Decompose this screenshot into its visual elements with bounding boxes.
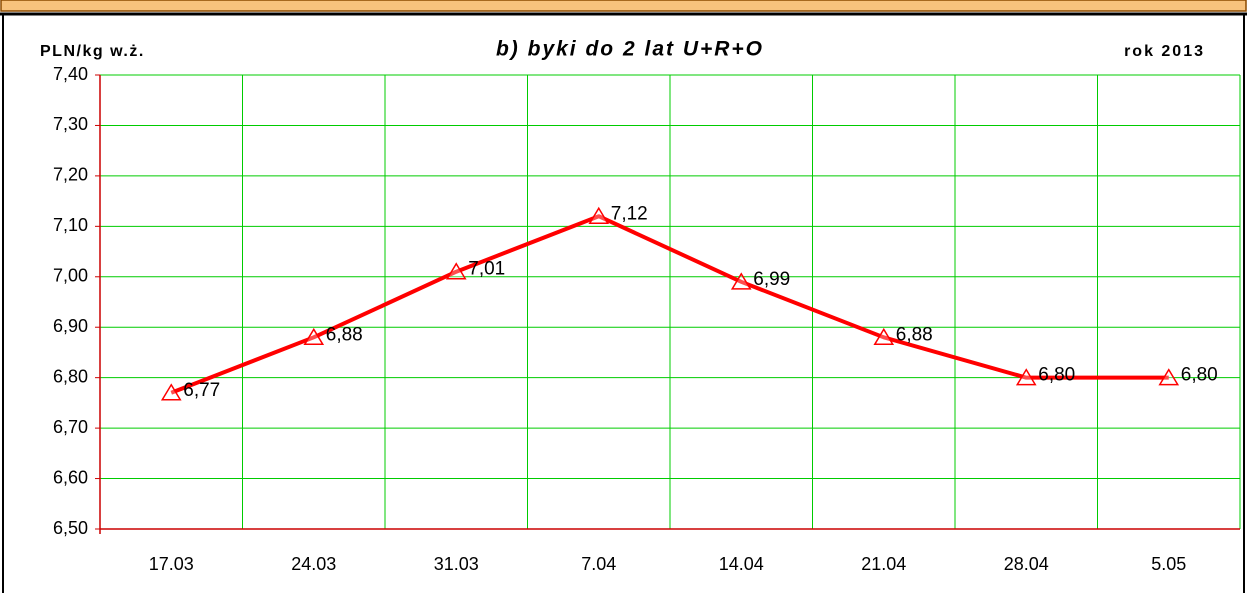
data-label: 6,88 — [326, 324, 363, 345]
annotation: rok 2013 — [1124, 43, 1205, 60]
y-tick-label: 7,30 — [53, 114, 88, 134]
marker — [730, 272, 752, 290]
y-tick-label: 6,90 — [53, 316, 88, 336]
data-label: 6,80 — [1181, 365, 1218, 386]
x-tick-label: 24.03 — [291, 554, 336, 574]
x-tick-label: 7.04 — [581, 554, 616, 574]
data-label: 7,01 — [468, 259, 505, 280]
x-tick-label: 17.03 — [149, 554, 194, 574]
data-label: 6,88 — [896, 324, 933, 345]
y-tick-label: 6,70 — [53, 417, 88, 437]
y-tick-label: 6,80 — [53, 366, 88, 386]
marker — [873, 327, 895, 346]
x-tick-label: 21.04 — [861, 554, 906, 574]
marker — [445, 262, 467, 280]
x-tick-label: 14.04 — [719, 554, 764, 574]
data-label: 6,99 — [753, 269, 790, 290]
data-label: 6,77 — [183, 380, 220, 401]
x-tick-label: 28.04 — [1004, 554, 1049, 574]
marker — [303, 327, 325, 346]
marker — [160, 383, 182, 401]
y-tick-label: 7,20 — [53, 165, 88, 185]
y-tick-label: 6,50 — [53, 518, 88, 538]
marker — [588, 206, 610, 224]
y-tick-label: 7,00 — [53, 266, 88, 286]
marker — [1015, 368, 1037, 386]
marker — [1158, 368, 1180, 386]
y-tick-label: 6,60 — [53, 467, 88, 487]
y-tick-label: 7,40 — [53, 64, 88, 84]
y-axis-label: PLN/kg w.ż. — [40, 43, 145, 60]
y-tick-label: 7,10 — [53, 215, 88, 235]
top-band — [0, 0, 1247, 12]
data-label: 7,12 — [611, 203, 648, 224]
x-tick-label: 5.05 — [1151, 554, 1186, 574]
data-label: 6,80 — [1038, 365, 1075, 386]
x-tick-label: 31.03 — [434, 554, 479, 574]
line — [170, 214, 1169, 395]
chart-title: b) byki do 2 lat U+R+O — [496, 38, 764, 61]
